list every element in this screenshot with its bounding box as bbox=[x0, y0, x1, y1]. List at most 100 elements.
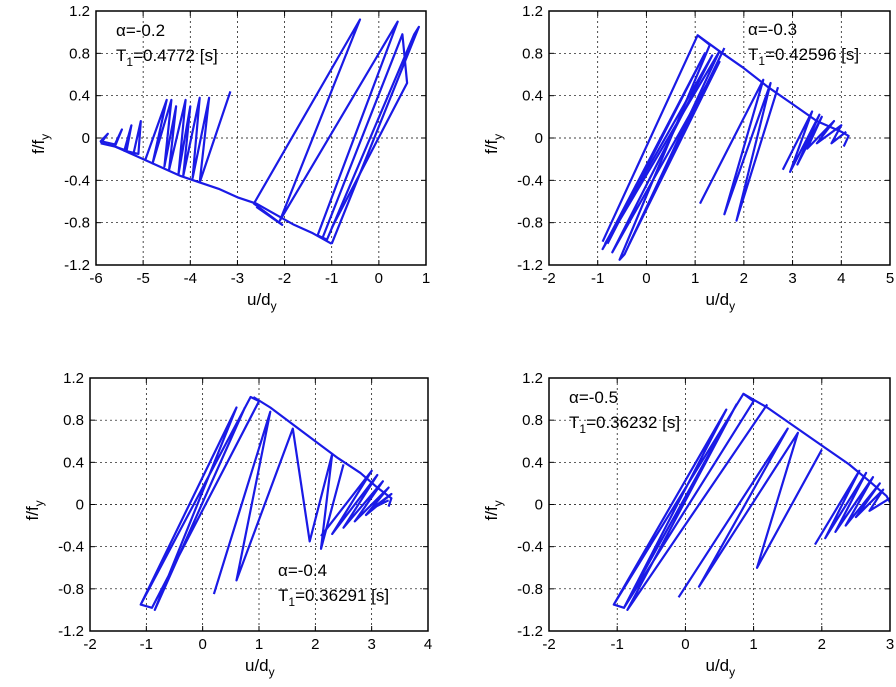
y-tick-label: 0.8 bbox=[522, 45, 543, 62]
y-tick-label: 0.8 bbox=[522, 412, 543, 429]
y-tick-label: 0.4 bbox=[69, 88, 90, 105]
y-tick-label: 1.2 bbox=[522, 370, 543, 387]
y-axis-label: f/fy bbox=[482, 134, 505, 154]
hysteresis-series-2 bbox=[612, 392, 769, 612]
hysteresis-series-3 bbox=[604, 47, 726, 254]
hysteresis-chart-1: -6 -5 -4 -3 -2 -1 0 1 -1.2 -0.8 -0.4 0 0.4 0.8 1.2 u/dy… bbox=[29, 3, 430, 313]
x-tick-label: -2 bbox=[83, 636, 96, 653]
hysteresis-chart-2: -2 -1 0 1 2 3 4 5 -1.2 -0.8 -0.4 0 0.4 0.8 1.2 u/dy f/fy… bbox=[482, 3, 894, 313]
x-tick-label: 2 bbox=[818, 636, 826, 653]
y-tick-label: 0 bbox=[535, 130, 543, 147]
y-axis-label-group: f/fy bbox=[482, 500, 505, 520]
x-tick-label: 0 bbox=[642, 270, 650, 287]
annotation-period: T1=0.4772 [s] bbox=[116, 46, 218, 69]
annotation-alpha: α=-0.4 bbox=[278, 561, 327, 580]
hysteresis-chart-4: -2 -1 0 1 2 3 -1.2 -0.8 -0.4 0 0.4 0.8 1.2 u/dy f/fy α=… bbox=[482, 370, 894, 679]
y-axis-label: f/fy bbox=[23, 500, 46, 520]
annotation-period: T1=0.42596 [s] bbox=[748, 45, 859, 68]
hysteresis-series-2 bbox=[601, 34, 721, 261]
hysteresis-series-1 bbox=[100, 142, 333, 245]
y-tick-label: 0 bbox=[76, 497, 84, 514]
x-tick-label: -6 bbox=[89, 270, 102, 287]
x-tick-label: 0 bbox=[681, 636, 689, 653]
hysteresis-series-1 bbox=[252, 396, 393, 507]
y-tick-label: -0.8 bbox=[58, 581, 84, 598]
x-tick-label: -5 bbox=[136, 270, 149, 287]
x-tick-label: 2 bbox=[311, 636, 319, 653]
hysteresis-series-4 bbox=[252, 18, 420, 245]
x-axis-label: u/dy bbox=[245, 656, 275, 679]
y-tick-label: -0.8 bbox=[517, 215, 543, 232]
plot-frame bbox=[548, 377, 891, 632]
plot-frame bbox=[95, 10, 427, 266]
x-tick-label: -2 bbox=[542, 636, 555, 653]
x-tick-label: -1 bbox=[325, 270, 338, 287]
x-tick-label: -2 bbox=[542, 270, 555, 287]
x-tick-label: 2 bbox=[740, 270, 748, 287]
x-tick-label: -3 bbox=[231, 270, 244, 287]
y-tick-label: 0 bbox=[82, 130, 90, 147]
hysteresis-series-4 bbox=[320, 469, 393, 537]
plot-frame bbox=[548, 10, 891, 266]
plot-frame bbox=[89, 377, 429, 632]
y-axis-label: f/fy bbox=[482, 500, 505, 520]
x-tick-label: -4 bbox=[184, 270, 197, 287]
x-tick-label: 0 bbox=[198, 636, 206, 653]
x-tick-label: 1 bbox=[749, 636, 757, 653]
y-tick-label: 0.4 bbox=[522, 88, 543, 105]
hysteresis-series-3 bbox=[677, 427, 823, 598]
x-tick-label: 0 bbox=[375, 270, 383, 287]
y-tick-label: 1.2 bbox=[522, 3, 543, 20]
y-tick-label: -0.4 bbox=[517, 172, 543, 189]
hysteresis-series-1 bbox=[742, 392, 890, 503]
annotation-alpha: α=-0.5 bbox=[569, 388, 618, 407]
x-axis-label: u/dy bbox=[247, 290, 277, 313]
y-tick-label: 0.8 bbox=[69, 45, 90, 62]
y-axis-label-group: f/fy bbox=[482, 134, 505, 154]
x-tick-label: 3 bbox=[367, 636, 375, 653]
y-tick-label: 0.4 bbox=[63, 454, 84, 471]
x-tick-label: -1 bbox=[611, 636, 624, 653]
annotation-alpha: α=-0.3 bbox=[748, 20, 797, 39]
y-axis-label-group: f/fy bbox=[29, 134, 52, 154]
hysteresis-chart-3: -2 -1 0 1 2 3 4 -1.2 -0.8 -0.4 0 0.4 0.8 1.2 u/dy f/fy α… bbox=[23, 370, 432, 679]
y-tick-label: 0.4 bbox=[522, 454, 543, 471]
x-tick-label: 3 bbox=[788, 270, 796, 287]
hysteresis-series-4 bbox=[814, 469, 890, 546]
x-tick-label: 4 bbox=[424, 636, 432, 653]
annotation-period: T1=0.36291 [s] bbox=[278, 586, 389, 609]
hysteresis-series-2 bbox=[139, 395, 261, 612]
x-tick-label: 3 bbox=[886, 636, 894, 653]
y-tick-label: 1.2 bbox=[69, 3, 90, 20]
y-tick-label: -1.2 bbox=[517, 623, 543, 640]
x-tick-label: -1 bbox=[140, 636, 153, 653]
y-tick-label: -0.8 bbox=[517, 581, 543, 598]
hysteresis-series-5 bbox=[781, 110, 847, 173]
x-tick-label: 1 bbox=[422, 270, 430, 287]
y-tick-label: -0.8 bbox=[64, 215, 90, 232]
annotation-period: T1=0.36232 [s] bbox=[569, 413, 680, 436]
y-tick-label: -1.2 bbox=[64, 257, 90, 274]
y-tick-label: 0.8 bbox=[63, 412, 84, 429]
x-axis-label: u/dy bbox=[706, 656, 736, 679]
hysteresis-series-1 bbox=[696, 34, 850, 147]
x-tick-label: 1 bbox=[691, 270, 699, 287]
annotation-alpha: α=-0.2 bbox=[116, 21, 165, 40]
y-tick-label: 1.2 bbox=[63, 370, 84, 387]
hysteresis-series-2 bbox=[99, 119, 142, 155]
hysteresis-series-5 bbox=[321, 33, 409, 239]
y-tick-label: -1.2 bbox=[58, 623, 84, 640]
x-tick-label: -1 bbox=[591, 270, 604, 287]
x-axis-label: u/dy bbox=[706, 290, 736, 313]
y-axis-label: f/fy bbox=[29, 134, 52, 154]
x-tick-label: -2 bbox=[278, 270, 291, 287]
x-tick-label: 5 bbox=[886, 270, 894, 287]
x-tick-label: 1 bbox=[255, 636, 263, 653]
y-tick-label: -1.2 bbox=[517, 257, 543, 274]
y-tick-label: -0.4 bbox=[58, 539, 84, 556]
y-tick-label: -0.4 bbox=[517, 539, 543, 556]
hysteresis-series-3 bbox=[144, 91, 232, 184]
hysteresis-series-4 bbox=[699, 78, 780, 222]
y-axis-label-group: f/fy bbox=[23, 500, 46, 520]
